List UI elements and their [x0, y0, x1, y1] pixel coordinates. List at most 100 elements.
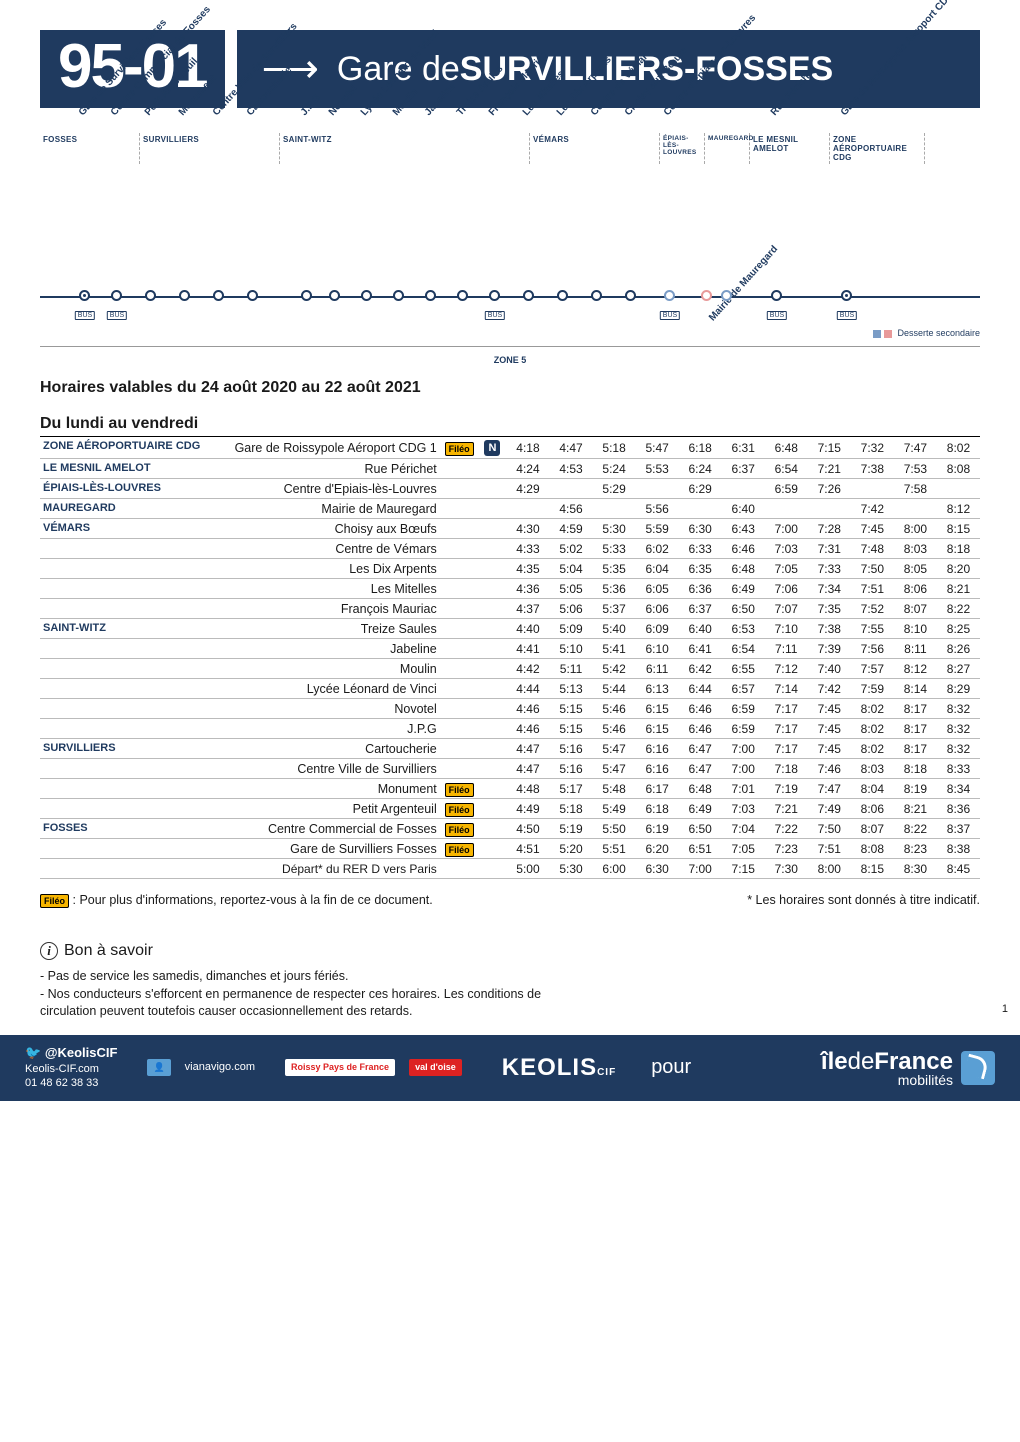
time-cell: 4:41	[506, 639, 549, 659]
stop-cell: Jabeline	[216, 639, 440, 659]
time-cell: 8:11	[894, 639, 937, 659]
time-cell: 5:30	[550, 859, 593, 879]
noctilien-cell	[478, 519, 506, 539]
time-cell: 6:17	[636, 779, 679, 799]
time-cell: 7:40	[808, 659, 851, 679]
time-cell	[593, 499, 636, 519]
zone-cell	[40, 759, 216, 779]
time-cell: 7:00	[722, 739, 765, 759]
time-cell	[808, 499, 851, 519]
time-cell: 7:18	[765, 759, 808, 779]
time-cell: 4:47	[506, 739, 549, 759]
time-cell: 5:06	[550, 599, 593, 619]
time-cell: 8:00	[808, 859, 851, 879]
time-cell: 5:35	[593, 559, 636, 579]
time-cell: 8:45	[937, 859, 980, 879]
time-cell: 7:00	[679, 859, 722, 879]
time-cell: 6:53	[722, 619, 765, 639]
noctilien-cell	[478, 759, 506, 779]
time-cell: 5:16	[550, 739, 593, 759]
time-cell	[679, 499, 722, 519]
zone-cell	[40, 599, 216, 619]
time-cell: 6:29	[679, 479, 722, 499]
zone-cell: FOSSES	[40, 819, 216, 839]
time-cell: 8:22	[937, 599, 980, 619]
timetable-row: LE MESNIL AMELOTRue Périchet4:244:535:24…	[40, 459, 980, 479]
zone-cell	[40, 719, 216, 739]
route-stop-label: Mairie de Mauregard	[707, 244, 772, 316]
timetable-row: François Mauriac4:375:065:376:066:376:50…	[40, 599, 980, 619]
timetable-row: SURVILLIERSCartoucherie4:475:165:476:166…	[40, 739, 980, 759]
time-cell: 7:22	[765, 819, 808, 839]
roissy-logo: Roissy Pays de France	[285, 1059, 395, 1077]
time-cell: 4:36	[506, 579, 549, 599]
time-cell: 4:44	[506, 679, 549, 699]
time-cell: 5:02	[550, 539, 593, 559]
time-cell: 4:42	[506, 659, 549, 679]
zone-cell: SURVILLIERS	[40, 739, 216, 759]
zone-cell	[40, 659, 216, 679]
stop-cell: Centre d'Epiais-lès-Louvres	[216, 479, 440, 499]
time-cell: 6:54	[722, 639, 765, 659]
time-cell: 7:15	[808, 437, 851, 459]
route-stop-dot	[179, 290, 190, 301]
time-cell: 8:23	[894, 839, 937, 859]
time-cell: 6:37	[722, 459, 765, 479]
zone-cell: SAINT-WITZ	[40, 619, 216, 639]
timetable-row: MonumentFiléo4:485:175:486:176:487:017:1…	[40, 779, 980, 799]
time-cell: 8:32	[937, 739, 980, 759]
timetable-row: J.P.G4:465:155:466:156:466:597:177:458:0…	[40, 719, 980, 739]
time-cell: 4:24	[506, 459, 549, 479]
route-stop-dot	[457, 290, 468, 301]
district-label: LE MESNIL AMELOT	[750, 133, 830, 164]
time-cell: 7:32	[851, 437, 894, 459]
zone-cell	[40, 679, 216, 699]
time-cell: 8:04	[851, 779, 894, 799]
fileo-cell	[440, 599, 479, 619]
fileo-cell: Filéo	[440, 799, 479, 819]
time-cell: 7:33	[808, 559, 851, 579]
time-cell: 7:00	[722, 759, 765, 779]
stop-cell: Petit Argenteuil	[216, 799, 440, 819]
info-icon: i	[40, 942, 58, 960]
stop-cell: Treize Saules	[216, 619, 440, 639]
time-cell: 8:02	[851, 739, 894, 759]
route-stop-dot	[329, 290, 340, 301]
time-cell: 8:05	[894, 559, 937, 579]
time-cell: 5:46	[593, 699, 636, 719]
time-cell: 5:56	[636, 499, 679, 519]
timetable-row: FOSSESCentre Commercial de FossesFiléo4:…	[40, 819, 980, 839]
time-cell: 4:59	[550, 519, 593, 539]
time-cell: 6:18	[636, 799, 679, 819]
time-cell: 7:35	[808, 599, 851, 619]
time-cell: 6:37	[679, 599, 722, 619]
time-cell: 7:45	[851, 519, 894, 539]
route-stop-dot	[523, 290, 534, 301]
noctilien-cell	[478, 679, 506, 699]
time-cell: 5:50	[593, 819, 636, 839]
stop-cell: Mairie de Mauregard	[216, 499, 440, 519]
legend-secondary: Desserte secondaire	[873, 328, 980, 338]
time-cell: 5:47	[593, 739, 636, 759]
time-cell: 8:27	[937, 659, 980, 679]
district-label: FOSSES	[40, 133, 140, 164]
zone-cell	[40, 559, 216, 579]
route-stop-dot	[111, 290, 122, 301]
time-cell: 4:47	[506, 759, 549, 779]
info-section: i Bon à savoir - Pas de service les same…	[40, 942, 980, 1021]
time-cell: 7:11	[765, 639, 808, 659]
footnote-fileo: : Pour plus d'informations, reportez-vou…	[73, 893, 433, 907]
route-diagram: FOSSESSURVILLIERSSAINT-WITZVÉMARSÉPIAIS-…	[40, 118, 980, 347]
fileo-badge: Filéo	[445, 783, 474, 797]
time-cell: 4:51	[506, 839, 549, 859]
stop-cell: Gare de Survilliers Fosses	[216, 839, 440, 859]
route-stop-dot	[145, 290, 156, 301]
time-cell: 7:15	[722, 859, 765, 879]
stop-cell: Gare de Roissypole Aéroport CDG 1	[216, 437, 440, 459]
footer-phone: 01 48 62 38 33	[25, 1076, 117, 1090]
time-cell: 5:17	[550, 779, 593, 799]
time-cell: 7:55	[851, 619, 894, 639]
time-cell: 5:11	[550, 659, 593, 679]
time-cell: 8:03	[851, 759, 894, 779]
noctilien-cell	[478, 559, 506, 579]
